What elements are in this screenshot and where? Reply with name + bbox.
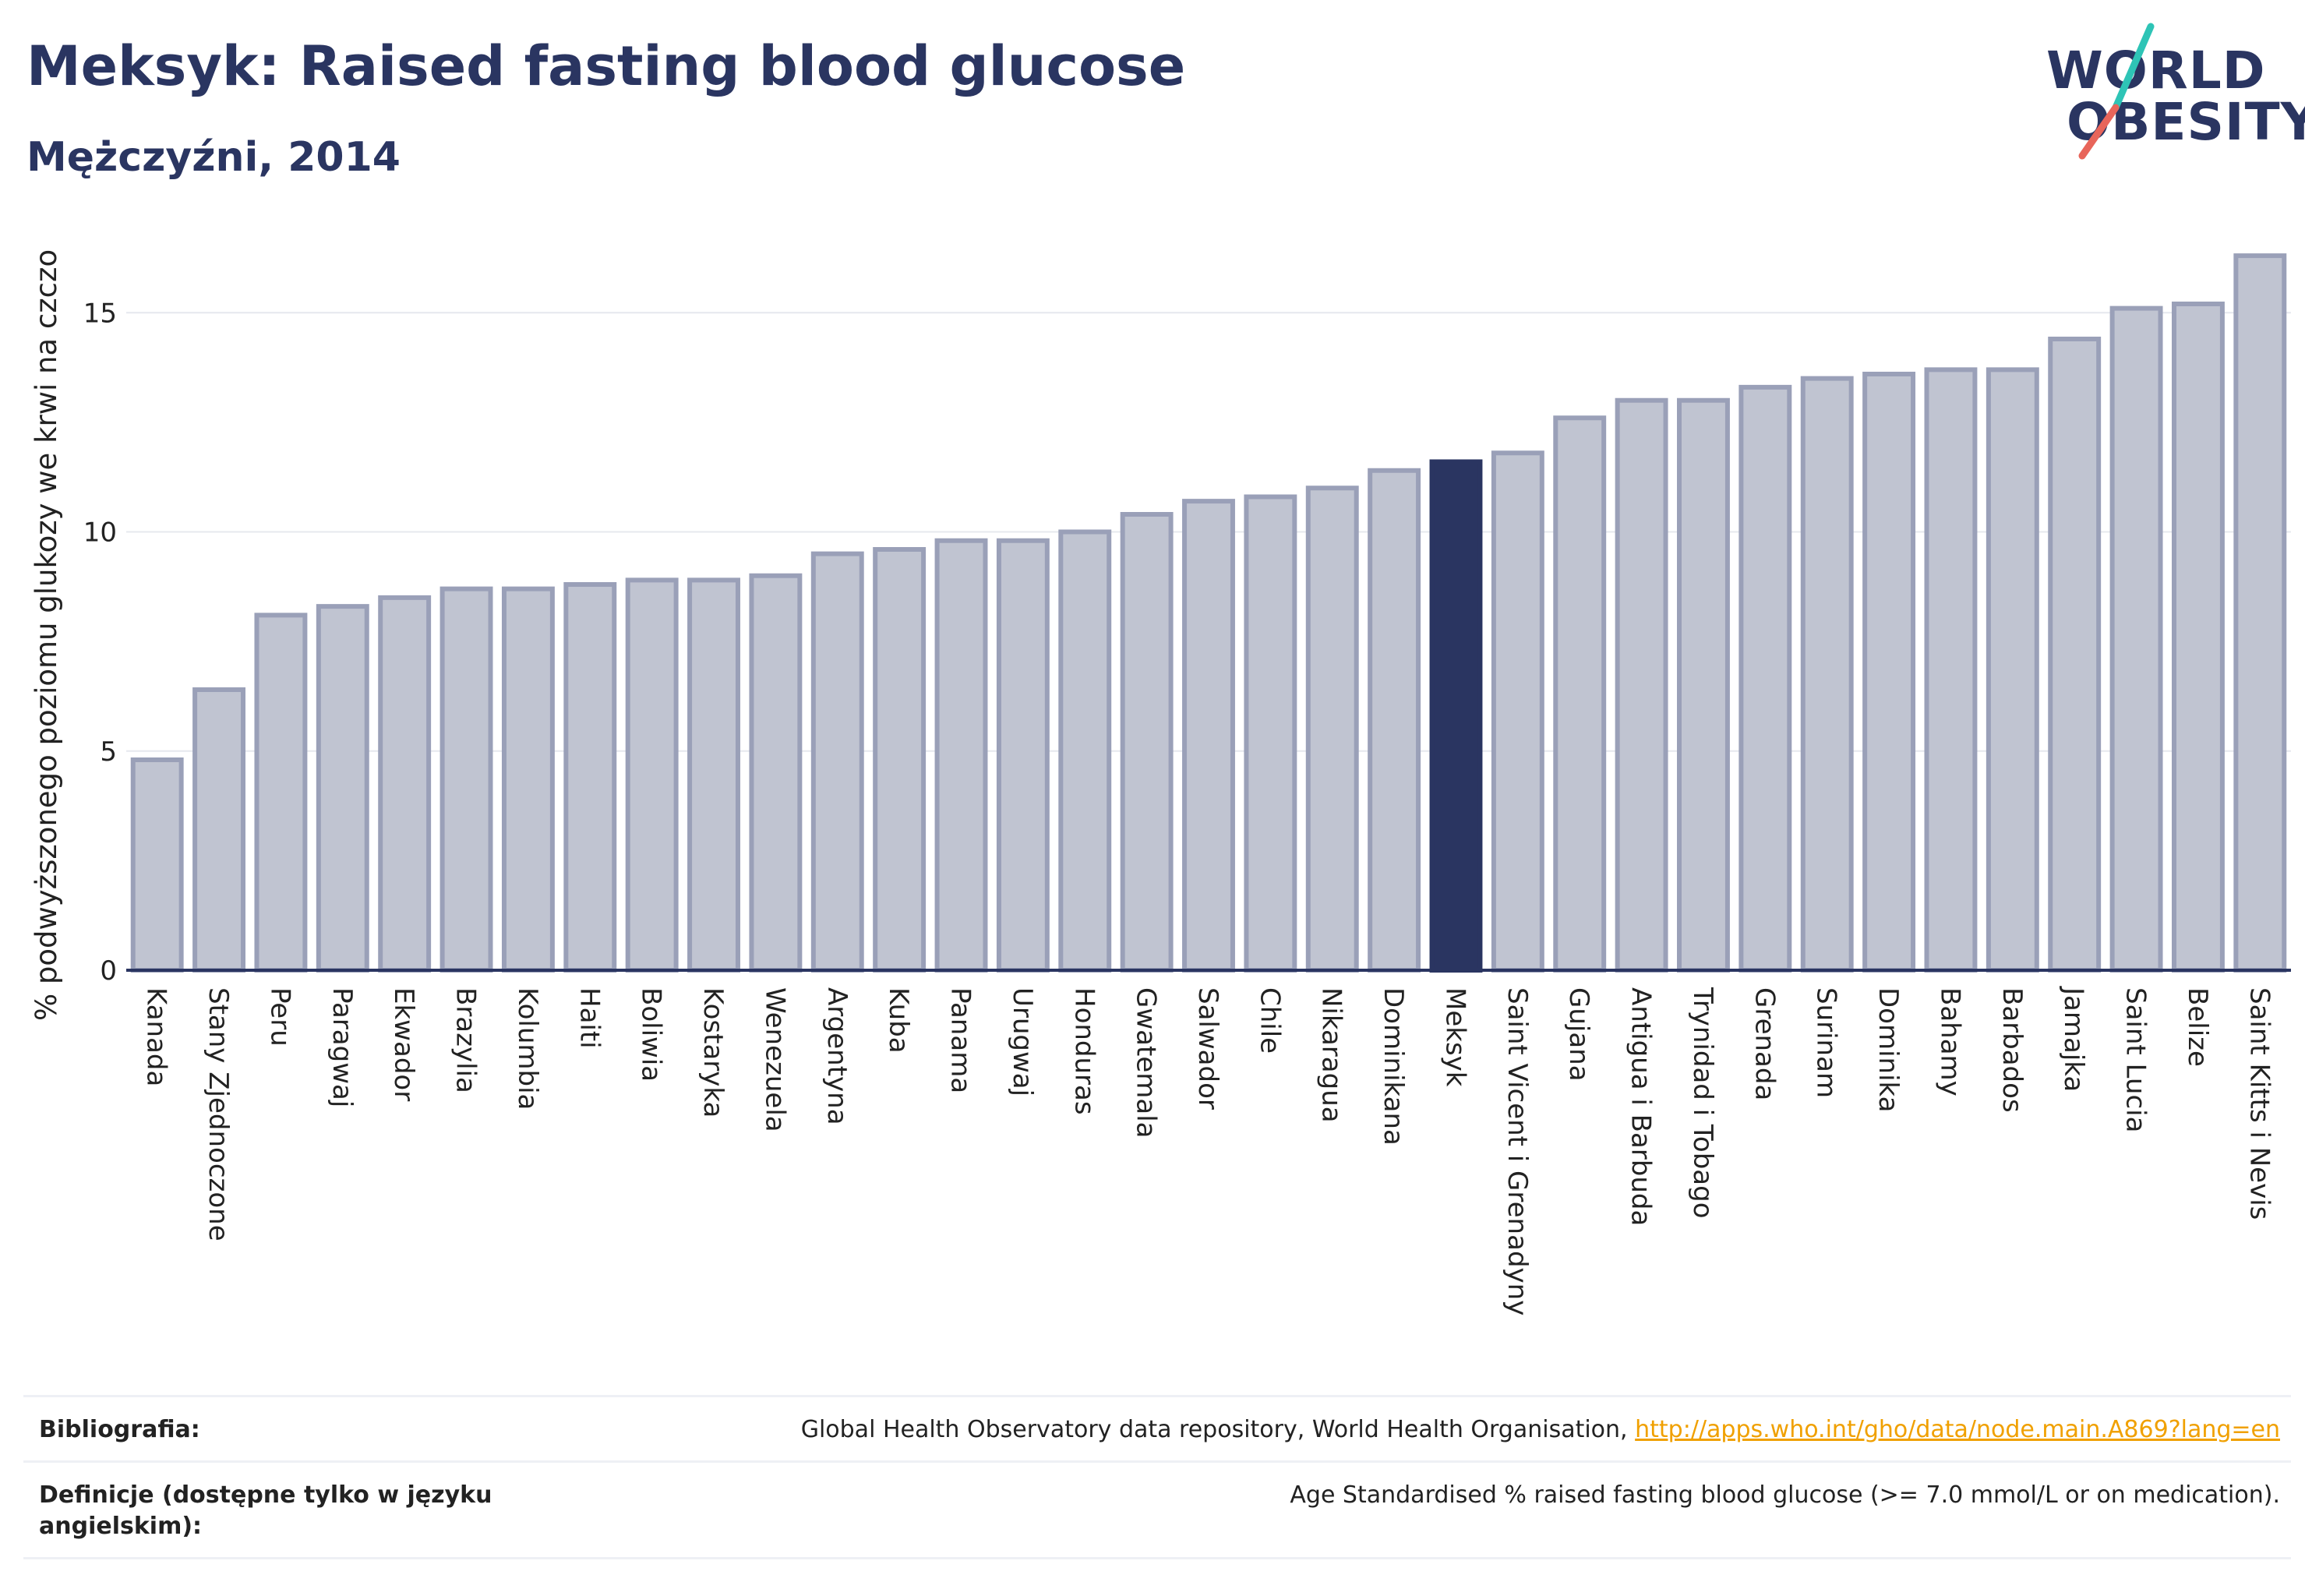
x-tick-label: Panama bbox=[945, 987, 976, 1093]
x-tick-label: Surinam bbox=[1811, 987, 1842, 1098]
bar-brazylia bbox=[439, 586, 493, 973]
bar-meksyk bbox=[1429, 459, 1483, 973]
x-tick-label: Haiti bbox=[574, 987, 605, 1049]
bar-surinam bbox=[1800, 376, 1854, 973]
x-tick-label: Trynidad i Tobago bbox=[1687, 987, 1718, 1219]
logo-slash-teal bbox=[2112, 23, 2155, 111]
bar-saint-lucia bbox=[2109, 305, 2163, 973]
y-tick-label: 5 bbox=[100, 736, 117, 768]
x-tick-labels: Kanada Stany Zjednoczone Peru Paragwaj Ekwad… bbox=[141, 986, 2275, 1315]
bar-boliwia bbox=[625, 577, 679, 973]
y-tick-label: 0 bbox=[100, 955, 117, 987]
bar-barbados bbox=[1986, 367, 2039, 973]
bar-jamajka bbox=[2048, 337, 2102, 973]
x-tick-label: Honduras bbox=[1068, 987, 1100, 1115]
bar-grenada bbox=[1738, 384, 1792, 973]
y-tick-labels: 0 5 10 15 bbox=[83, 298, 117, 987]
x-tick-label: Belize bbox=[2182, 987, 2213, 1067]
bar-paragwaj bbox=[316, 604, 369, 973]
x-tick-label: Saint Lucia bbox=[2120, 987, 2151, 1132]
bibliography-link[interactable]: http://apps.who.int/gho/data/node.main.A… bbox=[1635, 1416, 2280, 1443]
x-tick-label: Barbados bbox=[1996, 987, 2028, 1113]
x-tick-label: Kuba bbox=[883, 987, 914, 1054]
bar-kostaryka bbox=[687, 577, 740, 973]
bar-belize bbox=[2171, 302, 2225, 973]
bar-stany-zjednoczone bbox=[192, 687, 246, 973]
x-tick-label: Argentyna bbox=[821, 987, 852, 1125]
y-tick-label: 15 bbox=[83, 298, 117, 329]
bar-trynidad-i-tobago bbox=[1677, 397, 1730, 973]
bar-wenezuela bbox=[749, 573, 803, 973]
bar-antigua-i-barbuda bbox=[1615, 397, 1668, 973]
x-tick-label: Chile bbox=[1254, 987, 1285, 1054]
logo-slash-coral bbox=[2078, 104, 2120, 160]
definitions-row: Definicje (dostępne tylko w języku angie… bbox=[23, 1460, 2291, 1559]
x-tick-label: Urugwaj bbox=[1007, 987, 1038, 1096]
x-tick-label: Salwador bbox=[1192, 987, 1223, 1110]
x-tick-label: Dominika bbox=[1873, 987, 1904, 1112]
x-tick-label: Paragwaj bbox=[327, 987, 358, 1107]
x-tick-label: Brazylia bbox=[450, 987, 482, 1093]
x-tick-label: Wenezuela bbox=[759, 987, 790, 1132]
y-axis-label: % podwyższonego poziomu glukozy we krwi … bbox=[30, 249, 63, 1021]
x-tick-label: Peru bbox=[264, 987, 295, 1047]
chart-subtitle: Mężczyźni, 2014 bbox=[26, 134, 401, 181]
world-obesity-logo: WORLD OBESITY bbox=[2034, 16, 2305, 171]
bar-chile bbox=[1244, 494, 1297, 973]
x-tick-label: Grenada bbox=[1749, 987, 1780, 1100]
bar-gwatemala bbox=[1120, 512, 1174, 973]
x-tick-label: Kostaryka bbox=[697, 987, 729, 1118]
bar-panama bbox=[934, 538, 988, 973]
bar-haiti bbox=[563, 582, 617, 973]
logo-slash-icon bbox=[2078, 23, 2155, 160]
bar-saint-kitts-i-nevis bbox=[2233, 253, 2287, 973]
bar-urugwaj bbox=[996, 538, 1050, 973]
x-tick-label: Dominikana bbox=[1378, 987, 1409, 1146]
definitions-value: Age Standardised % raised fasting blood … bbox=[1290, 1481, 2280, 1509]
bar-kuba bbox=[873, 547, 927, 973]
bar-peru bbox=[254, 613, 308, 973]
x-tick-label: Kanada bbox=[141, 987, 172, 1086]
bar-chart: Kanada Stany Zjednoczone Peru Paragwaj Ekwad… bbox=[30, 249, 2291, 1315]
chart-title: Meksyk: Raised fasting blood glucose bbox=[26, 34, 1186, 98]
bibliography-label: Bibliografia: bbox=[39, 1416, 200, 1443]
bar-kanada bbox=[130, 757, 184, 973]
x-tick-label: Ekwador bbox=[388, 987, 419, 1101]
x-tick-label: Jamajka bbox=[2058, 986, 2089, 1092]
bars bbox=[130, 253, 2287, 973]
bar-honduras bbox=[1058, 529, 1112, 973]
bar-dominikana bbox=[1368, 468, 1421, 973]
x-tick-label: Boliwia bbox=[636, 987, 667, 1082]
bibliography-value: Global Health Observatory data repositor… bbox=[801, 1414, 2280, 1446]
x-tick-label: Nikaragua bbox=[1316, 987, 1347, 1123]
x-tick-label: Meksyk bbox=[1439, 987, 1470, 1087]
bar-argentyna bbox=[810, 551, 864, 973]
bar-kolumbia bbox=[501, 586, 555, 973]
x-tick-label: Gwatemala bbox=[1131, 987, 1162, 1138]
x-tick-label: Antigua i Barbuda bbox=[1626, 987, 1657, 1226]
bar-salwador bbox=[1182, 499, 1235, 973]
bibliography-row: Bibliografia: Global Health Observatory … bbox=[23, 1395, 2291, 1460]
x-tick-label: Bahamy bbox=[1934, 987, 1965, 1096]
bar-saint-vicent-i-grenadyny bbox=[1491, 450, 1544, 973]
bar-dominika bbox=[1862, 372, 1916, 973]
bar-bahamy bbox=[1924, 367, 1978, 973]
footer-table: Bibliografia: Global Health Observatory … bbox=[23, 1395, 2291, 1559]
definitions-label: Definicje (dostępne tylko w języku angie… bbox=[39, 1481, 492, 1541]
logo-line-1: WORLD bbox=[2046, 41, 2266, 101]
bibliography-text: Global Health Observatory data repositor… bbox=[800, 1416, 1628, 1443]
x-tick-label: Saint Kitts i Nevis bbox=[2243, 987, 2275, 1220]
x-tick-label: Gujana bbox=[1563, 987, 1594, 1082]
x-tick-label: Saint Vicent i Grenadyny bbox=[1502, 987, 1533, 1315]
y-tick-label: 10 bbox=[83, 517, 117, 549]
bar-ekwador bbox=[378, 595, 432, 973]
bar-nikaragua bbox=[1305, 486, 1359, 973]
bar-gujana bbox=[1553, 415, 1607, 973]
x-tick-label: Kolumbia bbox=[512, 987, 543, 1110]
x-tick-label: Stany Zjednoczone bbox=[203, 987, 234, 1241]
